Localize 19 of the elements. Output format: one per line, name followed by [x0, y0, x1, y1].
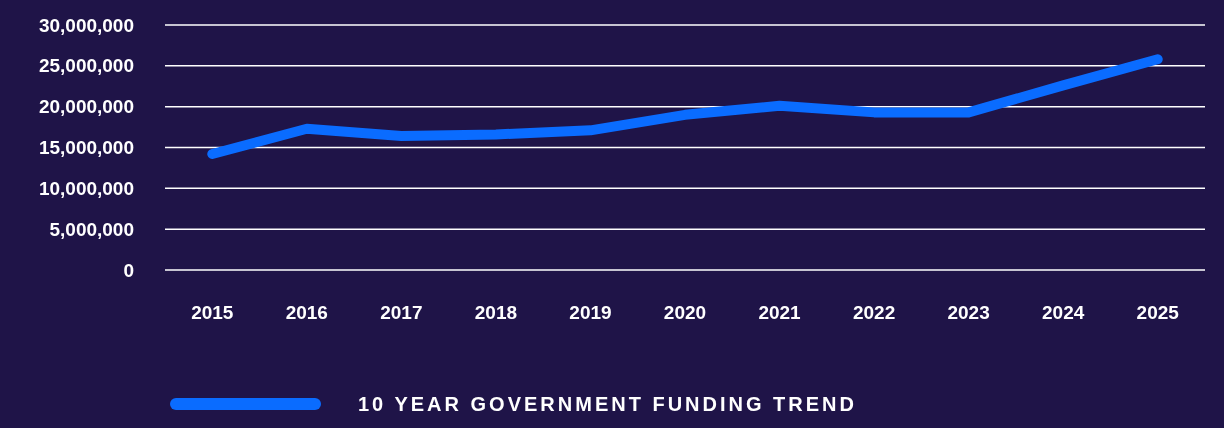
- y-tick-label: 25,000,000: [38, 55, 134, 77]
- y-tick-label: 20,000,000: [38, 96, 134, 118]
- y-tick-label: 30,000,000: [38, 14, 134, 36]
- x-tick-label: 2017: [380, 301, 423, 323]
- y-tick-label: 5,000,000: [49, 218, 134, 240]
- x-tick-label: 2024: [1042, 301, 1085, 323]
- x-tick-label: 2016: [285, 301, 328, 323]
- y-tick-label: 15,000,000: [38, 137, 134, 159]
- x-tick-label: 2021: [758, 301, 802, 323]
- x-tick-label: 2015: [191, 301, 234, 323]
- x-tick-label: 2019: [569, 301, 612, 323]
- x-tick-label: 2018: [474, 301, 518, 323]
- x-tick-label: 2025: [1136, 301, 1180, 323]
- x-tick-label: 2023: [947, 301, 990, 323]
- x-tick-label: 2022: [852, 301, 896, 323]
- text: 10 YEAR GOVERNMENT FUNDING TREND: [358, 393, 858, 415]
- y-tick-label: 0: [123, 259, 134, 281]
- y-tick-label: 10,000,000: [38, 177, 134, 199]
- x-tick-label: 2020: [663, 301, 707, 323]
